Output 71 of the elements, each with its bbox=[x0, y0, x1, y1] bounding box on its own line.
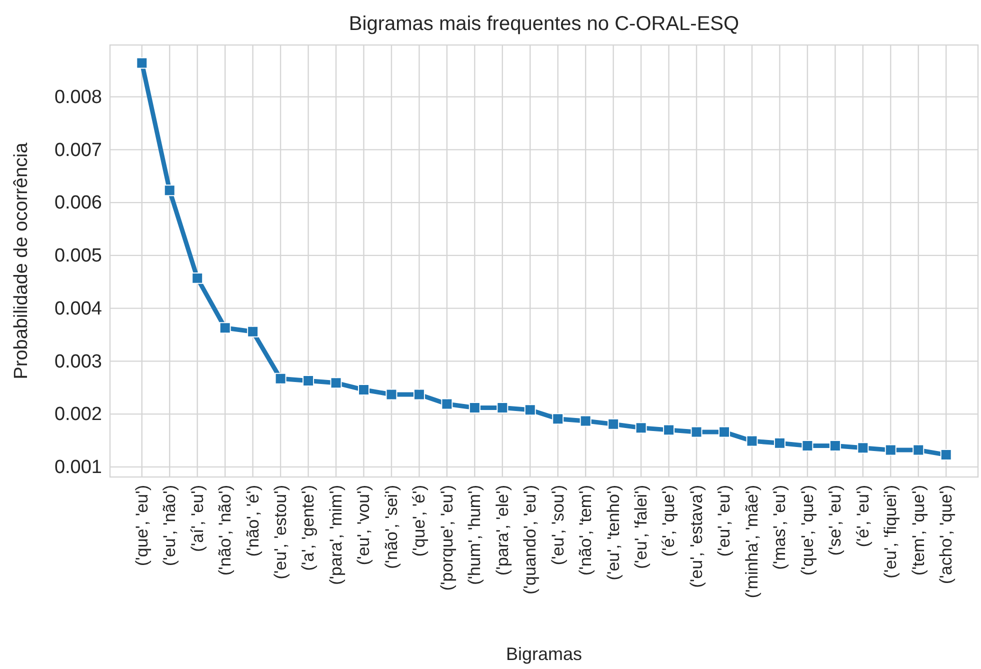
y-tick-label: 0.007 bbox=[54, 140, 102, 161]
y-tick-label: 0.001 bbox=[54, 457, 102, 478]
y-tick-label: 0.006 bbox=[54, 192, 102, 214]
x-tick-label: ('não', 'não') bbox=[216, 485, 235, 576]
y-axis-title: Probabilidade de ocorrência bbox=[11, 142, 32, 380]
x-tick-label: ('porque', 'eu') bbox=[437, 485, 456, 591]
x-tick-label: ('mas', 'eu') bbox=[770, 485, 790, 570]
point bbox=[247, 326, 259, 338]
x-axis-title: Bigramas bbox=[506, 644, 582, 664]
point bbox=[608, 418, 620, 430]
x-tick-label: ('não', 'é') bbox=[243, 485, 262, 557]
point bbox=[192, 272, 204, 284]
chart-title: Bigramas mais frequentes no C-ORAL-ESQ bbox=[348, 13, 740, 35]
x-tick-label: ('se', 'eu') bbox=[826, 485, 845, 556]
point bbox=[468, 402, 480, 414]
point bbox=[940, 449, 952, 461]
x-tick-label: ('eu', 'tenho') bbox=[604, 485, 623, 580]
point bbox=[219, 322, 231, 334]
x-tick-label: ('minha', 'mãe') bbox=[742, 485, 762, 598]
point bbox=[164, 184, 176, 196]
point bbox=[496, 402, 508, 414]
y-tick-label: 0.002 bbox=[54, 404, 102, 426]
point bbox=[274, 372, 286, 384]
x-tick-label: ('que', 'é') bbox=[410, 485, 429, 557]
x-tick-label: ('quando', 'eu') bbox=[520, 485, 540, 594]
x-tick-label: ('é', 'eu') bbox=[853, 485, 872, 548]
x-tick-label: ('não', 'tem') bbox=[576, 485, 596, 576]
x-tick-label: ('acho', 'que') bbox=[936, 485, 956, 584]
point bbox=[580, 415, 592, 427]
x-tick-label: ('é', 'que') bbox=[659, 485, 678, 557]
x-tick-label: ('eu', 'fiquei') bbox=[881, 485, 900, 578]
point bbox=[912, 444, 924, 456]
point bbox=[663, 424, 675, 436]
x-tick-label: ('hum', 'hum') bbox=[465, 485, 484, 585]
x-tick-label: ('eu', 'sou') bbox=[548, 485, 568, 566]
y-tick-label: 0.005 bbox=[54, 246, 102, 267]
x-tick-label: ('eu', 'estou') bbox=[270, 485, 290, 580]
point bbox=[552, 413, 564, 425]
point bbox=[302, 375, 314, 387]
x-tick-label: ('não', 'sei') bbox=[382, 485, 401, 569]
point bbox=[884, 444, 896, 456]
point bbox=[802, 440, 814, 452]
point bbox=[441, 398, 453, 410]
point bbox=[524, 404, 536, 416]
point bbox=[857, 442, 869, 454]
point bbox=[386, 388, 398, 400]
x-tick-label: ('aí', 'eu') bbox=[188, 485, 207, 552]
point bbox=[690, 426, 702, 438]
x-tick-label: ('que', 'eu') bbox=[132, 485, 152, 566]
y-tick-label: 0.004 bbox=[54, 298, 102, 320]
point bbox=[358, 384, 370, 396]
point bbox=[829, 440, 841, 452]
point bbox=[746, 435, 758, 447]
y-tick-label: 0.008 bbox=[54, 86, 102, 108]
x-tick-label: ('para', 'mim') bbox=[326, 485, 346, 585]
x-tick-label: ('que', 'que') bbox=[798, 485, 817, 576]
point bbox=[774, 437, 786, 449]
x-tick-label: ('eu', 'eu') bbox=[714, 485, 734, 557]
x-tick-label: ('eu', 'estava') bbox=[686, 485, 706, 588]
point bbox=[635, 422, 647, 434]
point bbox=[136, 57, 148, 69]
point bbox=[718, 426, 730, 438]
x-tick-label: ('a', 'gente') bbox=[298, 485, 318, 571]
y-tick-label: 0.003 bbox=[54, 351, 102, 372]
x-tick-label: ('eu', 'falei') bbox=[632, 485, 650, 569]
x-tick-label: ('eu', 'não') bbox=[160, 485, 180, 566]
x-tick-label: ('eu', 'vou') bbox=[354, 485, 374, 566]
point bbox=[330, 377, 342, 389]
x-tick-label: ('para', 'ele') bbox=[492, 485, 512, 576]
x-tick-label: ('tem', 'que') bbox=[908, 485, 928, 576]
point bbox=[413, 388, 425, 400]
